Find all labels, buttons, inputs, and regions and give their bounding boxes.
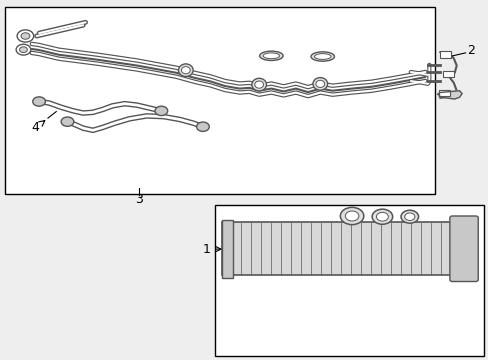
- Circle shape: [376, 212, 387, 221]
- FancyBboxPatch shape: [449, 216, 477, 282]
- Ellipse shape: [315, 80, 324, 87]
- Text: 1: 1: [202, 243, 210, 256]
- Circle shape: [20, 47, 27, 53]
- Circle shape: [33, 97, 45, 106]
- Circle shape: [404, 213, 414, 220]
- Circle shape: [61, 117, 74, 126]
- Text: 2: 2: [466, 44, 474, 57]
- Circle shape: [16, 44, 31, 55]
- Ellipse shape: [263, 53, 279, 59]
- Text: 4: 4: [32, 121, 40, 134]
- Ellipse shape: [310, 52, 334, 61]
- Circle shape: [340, 207, 363, 225]
- Circle shape: [196, 122, 209, 131]
- Bar: [438, 90, 449, 96]
- Ellipse shape: [181, 67, 190, 74]
- Circle shape: [371, 209, 392, 224]
- Bar: [222, 220, 233, 278]
- Text: 3: 3: [135, 193, 143, 206]
- Ellipse shape: [259, 51, 283, 60]
- Bar: [439, 51, 450, 58]
- Ellipse shape: [254, 81, 263, 88]
- Bar: [442, 71, 453, 77]
- Circle shape: [17, 30, 34, 42]
- Bar: [215, 205, 483, 356]
- Ellipse shape: [314, 54, 330, 59]
- Circle shape: [155, 106, 167, 116]
- Bar: [222, 222, 473, 275]
- Circle shape: [21, 33, 30, 39]
- Circle shape: [400, 210, 418, 223]
- Circle shape: [345, 211, 358, 221]
- Ellipse shape: [251, 78, 266, 91]
- Ellipse shape: [312, 78, 327, 90]
- Polygon shape: [437, 91, 461, 99]
- Bar: [5, 7, 434, 194]
- Ellipse shape: [178, 64, 193, 77]
